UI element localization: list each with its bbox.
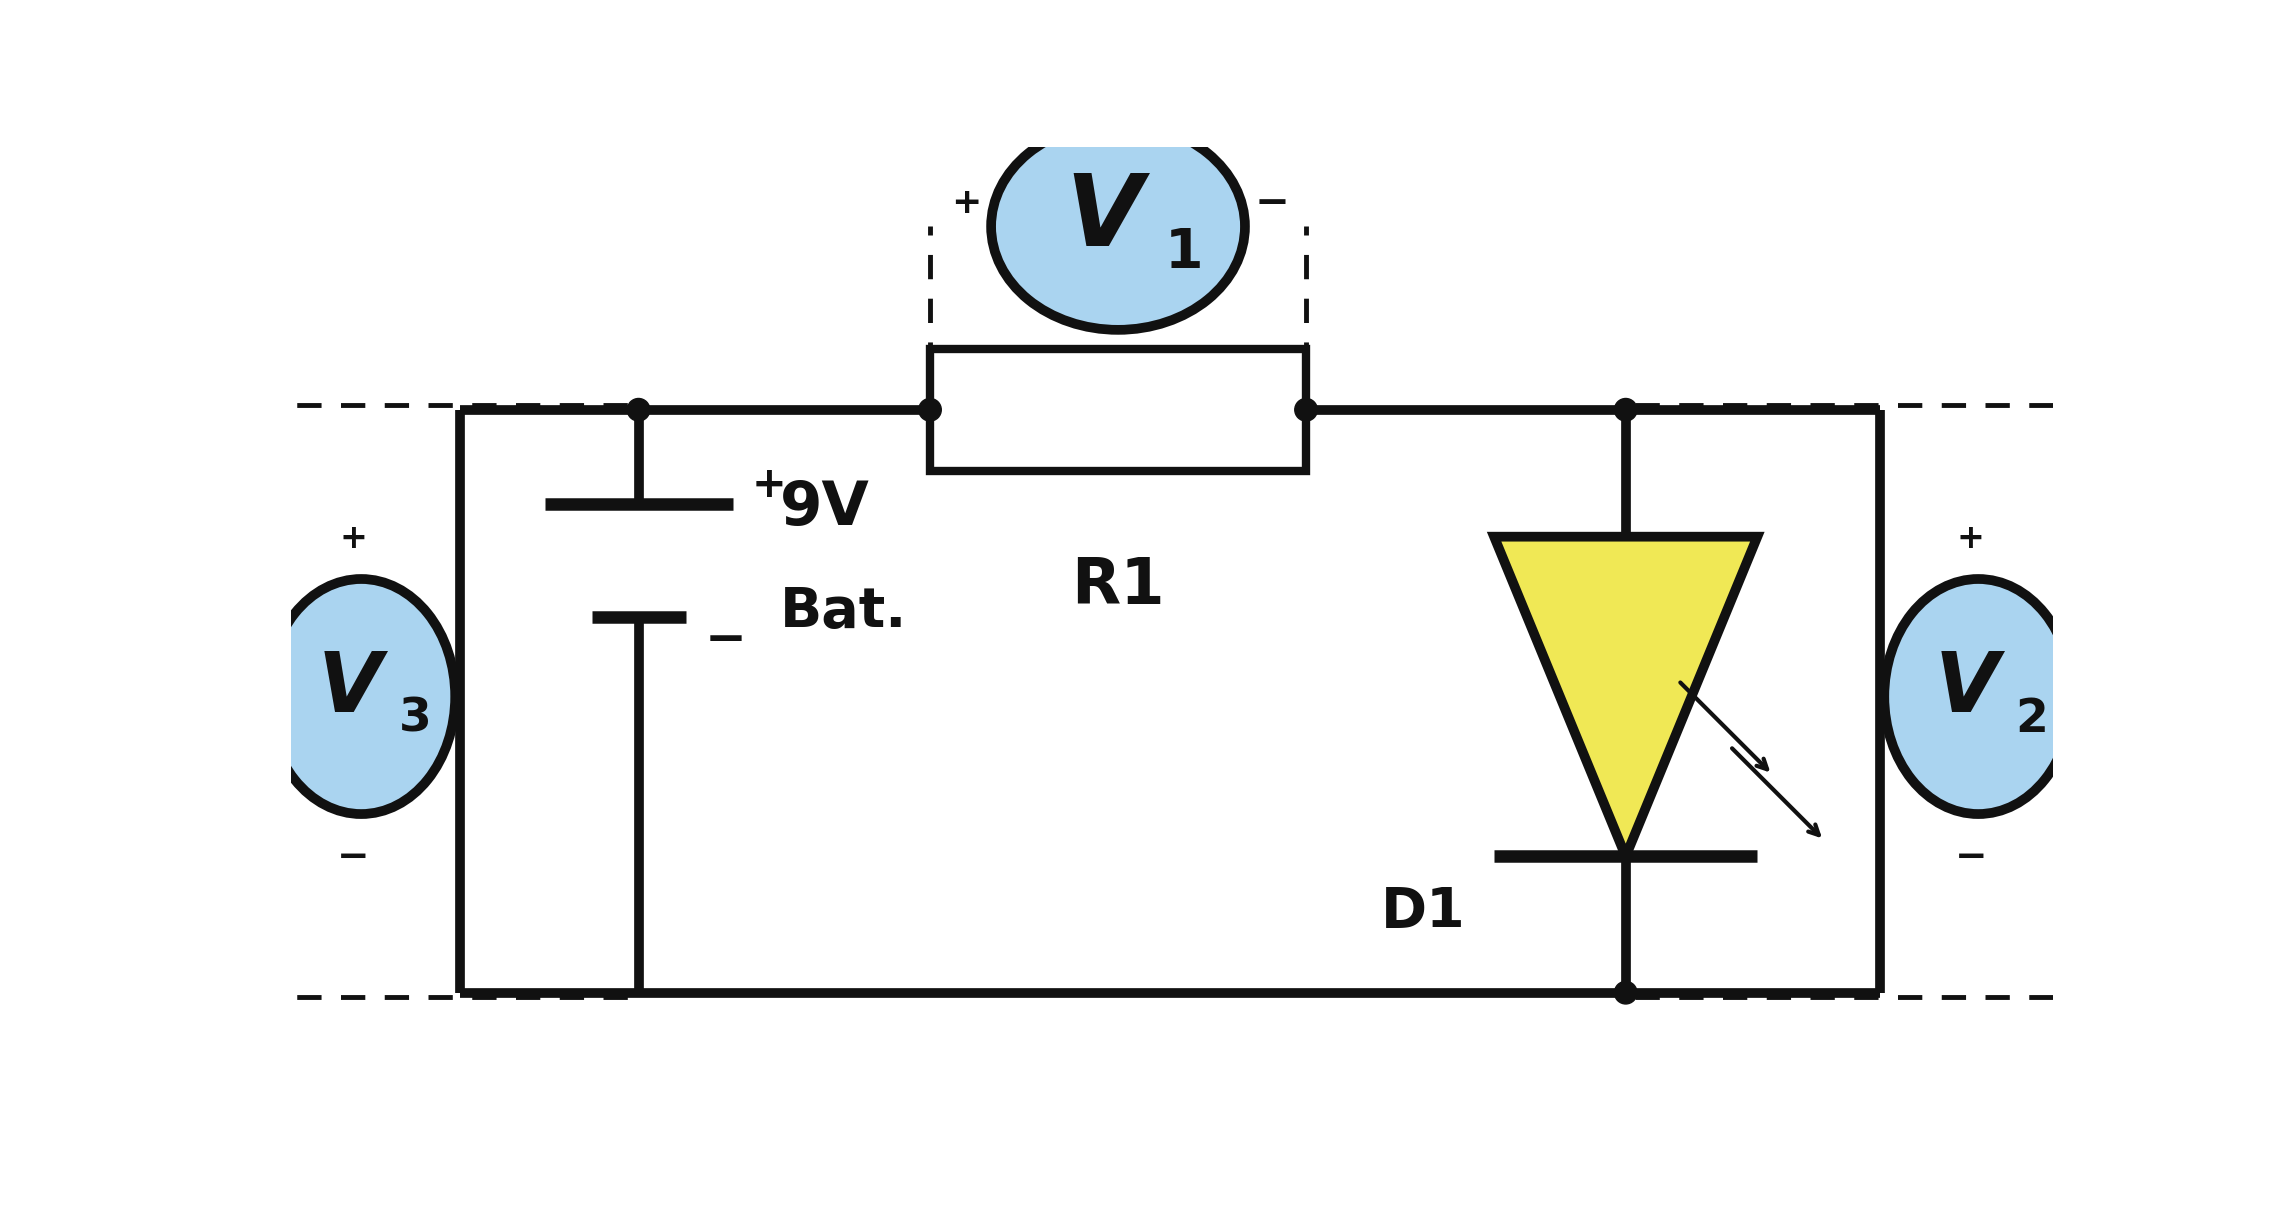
Ellipse shape [268, 579, 455, 814]
Text: D1: D1 [1381, 884, 1466, 939]
Text: +: + [951, 186, 981, 220]
Circle shape [627, 398, 650, 421]
Text: 9V: 9V [780, 479, 869, 538]
Circle shape [919, 398, 942, 421]
Text: −: − [704, 617, 746, 664]
Text: V: V [318, 648, 382, 729]
Text: −: − [338, 838, 370, 875]
Text: R1: R1 [1070, 556, 1164, 618]
Text: Bat.: Bat. [780, 585, 908, 639]
Text: +: + [752, 464, 787, 505]
Text: 2: 2 [2015, 697, 2049, 741]
Text: −: − [1253, 182, 1290, 223]
Polygon shape [1493, 537, 1756, 856]
Text: V: V [1935, 648, 1999, 729]
Circle shape [1615, 982, 1637, 1004]
Ellipse shape [990, 123, 1244, 330]
Bar [931, 349, 1306, 471]
Text: −: − [1955, 838, 1987, 875]
Text: 1: 1 [1164, 226, 1203, 280]
Text: 3: 3 [398, 697, 432, 741]
Text: +: + [341, 523, 368, 556]
Circle shape [1615, 398, 1637, 421]
Text: V: V [1066, 171, 1144, 267]
Circle shape [1294, 398, 1317, 421]
Ellipse shape [1884, 579, 2072, 814]
Text: +: + [1958, 523, 1985, 556]
